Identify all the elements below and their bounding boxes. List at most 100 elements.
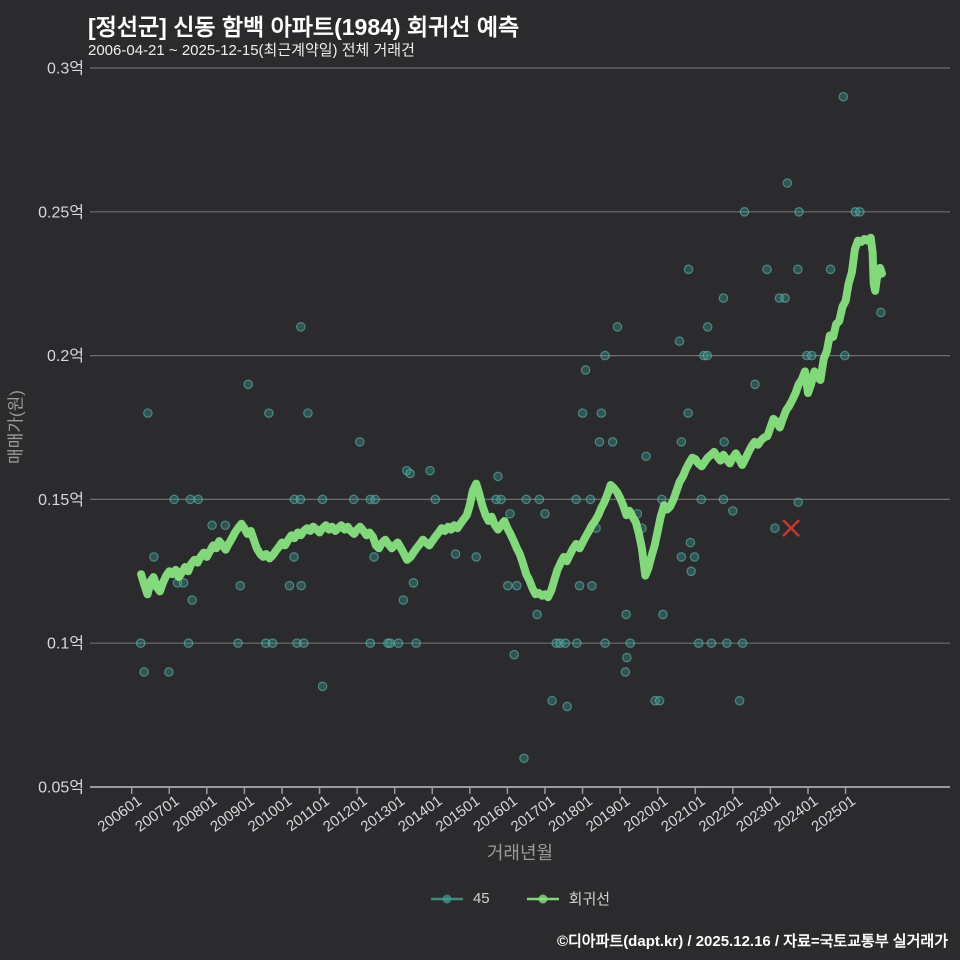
scatter-point (572, 638, 582, 648)
cancelled-transaction-marker (782, 519, 800, 538)
scatter-point (840, 350, 850, 361)
scatter-point (718, 293, 729, 303)
scatter-point (169, 494, 179, 505)
scatter-point (264, 408, 274, 418)
scatter-point (505, 508, 515, 519)
scatter-point (622, 652, 632, 663)
scatter-point (699, 350, 709, 361)
scatter-point (369, 552, 379, 562)
scatter-point (295, 322, 306, 332)
scatter-point (793, 497, 804, 508)
scatter-point (838, 91, 849, 102)
scatter-point (235, 580, 246, 591)
y-tick-label: 0.25억 (38, 203, 84, 221)
scatter-point (243, 379, 253, 390)
scatter-point (164, 667, 174, 677)
scatter-point (512, 580, 522, 591)
scatter-point (521, 494, 531, 505)
scatter-point (683, 264, 694, 275)
scatter-point (261, 638, 271, 648)
legend-dot-45 (442, 894, 452, 903)
scatter-point (398, 595, 409, 605)
scatter-point (425, 465, 435, 476)
scatter-point (782, 178, 793, 188)
scatter-point (491, 494, 501, 505)
scatter-point (493, 471, 503, 482)
scatter-point (770, 523, 780, 533)
scatter-point (298, 638, 309, 648)
scatter-point (689, 552, 700, 562)
scatter-point (284, 580, 295, 591)
scatter-point (793, 264, 803, 275)
scatter-point (594, 437, 605, 447)
scatter-point (737, 638, 748, 648)
scatter-point (654, 695, 665, 706)
scatter-point (534, 494, 545, 505)
scatter-point (295, 494, 306, 505)
legend-item-45: 45 (430, 890, 490, 907)
scatter-point (289, 552, 299, 562)
scatter-point (825, 264, 836, 275)
scatter-point (207, 520, 217, 531)
scatter-point (562, 701, 572, 712)
scatter-point (722, 638, 732, 648)
scatter-point (408, 578, 419, 588)
footer-credit: ©디아파트(dapt.kr) / 2025.12.16 / 자료=국토교통부 실… (556, 933, 948, 950)
scatter-point (385, 638, 395, 648)
scatter-point (405, 468, 415, 479)
scatter-point (587, 580, 597, 591)
scatter-point (585, 494, 596, 505)
scatter-point (739, 207, 750, 217)
scatter-point (621, 609, 631, 620)
scatter-point (365, 494, 376, 505)
scatter-point (600, 638, 610, 648)
scatter-point (762, 264, 772, 275)
scatter-point (719, 437, 729, 447)
legend-dot-regression (538, 894, 548, 903)
scatter-point (560, 638, 571, 648)
scatter-point (183, 638, 194, 648)
scatter-point (802, 350, 812, 361)
scatter-point (658, 609, 668, 620)
legend-item-regression: 회귀선 (526, 888, 610, 909)
scatter-point (625, 638, 636, 648)
scatter-point (780, 293, 790, 303)
scatter-point (600, 350, 610, 361)
scatter-point (571, 494, 581, 505)
y-axis-title: 매매가(원) (6, 390, 26, 464)
regression-line (137, 233, 886, 602)
scatter-point (728, 506, 738, 516)
chart-subtitle: 2006-04-21 ~ 2025-12-15(최근계약일) 전체 거래건 (88, 42, 415, 59)
x-axis-title: 거래년월 (486, 843, 554, 863)
scatter-point (354, 437, 365, 447)
scatter-point (178, 578, 189, 588)
scatter-point (365, 638, 376, 648)
scatter-point (612, 322, 623, 332)
scatter-point (139, 667, 149, 677)
scatter-point (547, 695, 557, 706)
scatter-point (187, 595, 197, 605)
scatter-point (734, 695, 745, 706)
legend-label-regression: 회귀선 (568, 891, 611, 908)
scatter-point (574, 580, 585, 591)
scatter-point (348, 494, 359, 505)
scatter-point (496, 494, 506, 505)
legend-marker-line (526, 894, 559, 903)
scatter-point (641, 451, 651, 462)
scatter-point (685, 537, 696, 548)
scatter-point (135, 638, 146, 648)
scatter-point (596, 408, 607, 418)
scatter-point (149, 552, 159, 562)
scatter-point (540, 508, 550, 519)
scatter-point (686, 566, 696, 577)
scatter-point (193, 494, 204, 505)
scatter-point (806, 350, 817, 361)
scatter-point (303, 408, 313, 418)
scatter-point (580, 365, 591, 375)
scatter-point (220, 520, 231, 531)
scatter-point (702, 322, 713, 332)
scatter-point (683, 408, 693, 418)
scatter-point (620, 667, 631, 677)
